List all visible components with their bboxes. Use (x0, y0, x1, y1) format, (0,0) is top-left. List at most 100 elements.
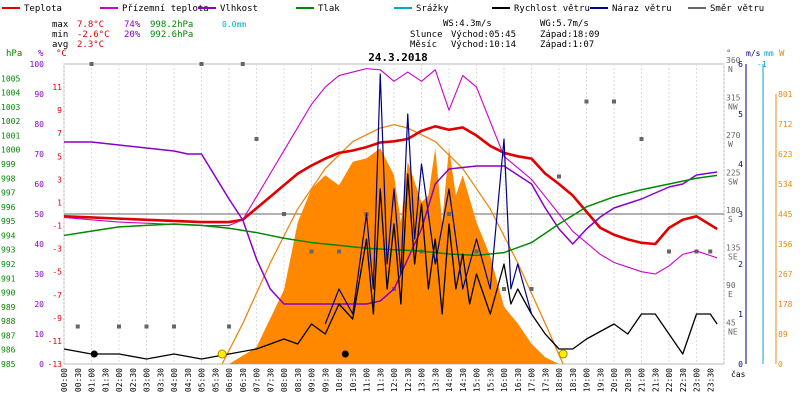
tick-label-time: 13:00 (418, 368, 427, 392)
legend-label: Náraz větru (612, 4, 672, 14)
tick-label-time: 17:00 (528, 368, 537, 392)
stat-max-temp: 7.8°C (77, 20, 104, 30)
tick-label-time: 03:00 (143, 368, 152, 392)
tick-label-solar: 0 (778, 360, 783, 369)
tick-label-solar: 178 (778, 300, 793, 309)
tick-label-time: 16:00 (500, 368, 509, 392)
moonset-marker (90, 350, 98, 358)
wind-direction-point (584, 99, 589, 104)
sun-label: Slunce (410, 30, 443, 40)
sunrise-marker (217, 349, 227, 359)
stat-min-press: 992.6hPa (150, 30, 193, 40)
legend-label: Srážky (416, 4, 449, 14)
tick-label-temperature: -3 (52, 245, 62, 254)
tick-label-temperature: -5 (52, 268, 62, 277)
tick-label-time: 14:30 (459, 368, 468, 392)
tick-label-humidity: 0 (39, 360, 44, 369)
wind-direction-point (502, 287, 506, 291)
tick-label-solar: 712 (778, 120, 793, 129)
tick-label-humidity: 90 (34, 90, 44, 99)
tick-label-time: 04:30 (184, 368, 193, 392)
tick-label-wind-direction: 90 (726, 281, 736, 290)
wind-direction-point (708, 249, 713, 254)
tick-label-pressure: 1003 (1, 103, 20, 112)
tick-label-compass: E (728, 290, 733, 299)
wind-direction-point (529, 287, 534, 291)
moon-label: Měsíc (410, 40, 437, 50)
wind-direction-point (474, 249, 479, 254)
tick-label-time: 06:00 (225, 368, 234, 392)
moon-set: Západ:1:07 (540, 40, 594, 50)
tick-label-time: 09:00 (308, 368, 317, 392)
tick-label-pressure: 987 (1, 331, 16, 340)
tick-label-pressure: 1002 (1, 117, 20, 126)
wind-direction-point (240, 62, 245, 66)
tick-label-solar: 89 (778, 330, 788, 339)
axis-unit-w: W (779, 49, 785, 59)
wind-direction-point (337, 249, 341, 254)
tick-label-solar: 445 (778, 210, 793, 219)
tick-label-time: 15:30 (486, 368, 495, 392)
tick-label-pressure: 1004 (1, 89, 20, 98)
tick-label-compass: NE (728, 328, 738, 337)
tick-label-rain: -1 (757, 60, 767, 69)
tick-label-time: 18:30 (569, 368, 578, 392)
series-naraz-vetru (324, 73, 533, 325)
tick-label-wind-direction: 225 (726, 169, 741, 178)
tick-label-humidity: 40 (34, 240, 44, 249)
tick-label-time: 20:30 (624, 368, 633, 392)
markers-layer (90, 349, 568, 359)
tick-label-time: 01:00 (88, 368, 97, 392)
tick-label-wind-speed: 3 (738, 210, 743, 219)
tick-label-compass: S (728, 215, 733, 224)
tick-label-time: 17:30 (541, 368, 550, 392)
tick-label-wind-speed: 5 (738, 110, 743, 119)
tick-label-pressure: 995 (1, 217, 16, 226)
axis-unit-degc: °C (56, 49, 67, 59)
tick-label-time: 10:30 (349, 368, 358, 392)
tick-label-humidity: 70 (34, 150, 44, 159)
wind-direction-point (199, 62, 204, 66)
wind-direction-point (557, 174, 561, 179)
tick-label-temperature: 5 (57, 152, 62, 161)
tick-label-time: 11:00 (363, 368, 372, 392)
axis-unit-pct: % (38, 49, 44, 59)
tick-label-compass: SE (728, 253, 738, 262)
tick-label-pressure: 998 (1, 174, 16, 183)
axes-layer: hPa% °C9859869879889899909919929939949959… (1, 49, 793, 392)
tick-label-time: 14:00 (445, 368, 454, 392)
legend-label: Tlak (318, 4, 340, 14)
tick-label-temperature: -11 (48, 337, 63, 346)
tick-label-time: 07:30 (266, 368, 275, 392)
tick-label-time: 01:30 (101, 368, 110, 392)
tick-label-time: 21:30 (651, 368, 660, 392)
tick-label-humidity: 60 (34, 180, 44, 189)
stat-avg-temp: 2.3°C (77, 40, 104, 50)
series-prizemni-teplota (63, 68, 718, 275)
legend-label: Rychlost větru (514, 4, 590, 14)
tick-label-pressure: 994 (1, 231, 16, 240)
tick-label-wind-direction: 270 (726, 131, 741, 140)
tick-label-time: 18:00 (555, 368, 564, 392)
tick-label-pressure: 993 (1, 246, 16, 255)
wind-direction-point (447, 212, 451, 216)
tick-label-time: 02:30 (129, 368, 138, 392)
tick-label-time: 12:00 (390, 368, 399, 392)
tick-label-time: 21:00 (638, 368, 647, 392)
tick-label-solar: 267 (778, 270, 793, 279)
legend: Teplota Přízemní teplota Vlhkost Tlak Srážky… (2, 4, 764, 14)
tick-label-pressure: 1000 (1, 146, 20, 155)
tick-label-time: 00:00 (60, 368, 69, 392)
stat-max-press: 998.2hPa (150, 20, 193, 30)
series-rychlost-vetru (63, 173, 718, 360)
axis-unit-ms: m/s (746, 49, 761, 58)
tick-label-pressure: 988 (1, 317, 16, 326)
wind-direction-point (667, 249, 671, 254)
axis-unit-deg: ° (726, 49, 731, 59)
tick-label-wind-direction: 45 (726, 319, 736, 328)
tick-label-temperature: -9 (52, 314, 62, 323)
sunset-marker (558, 349, 568, 359)
tick-label-temperature: -13 (48, 360, 63, 369)
axis-label-time: čas (731, 369, 746, 379)
